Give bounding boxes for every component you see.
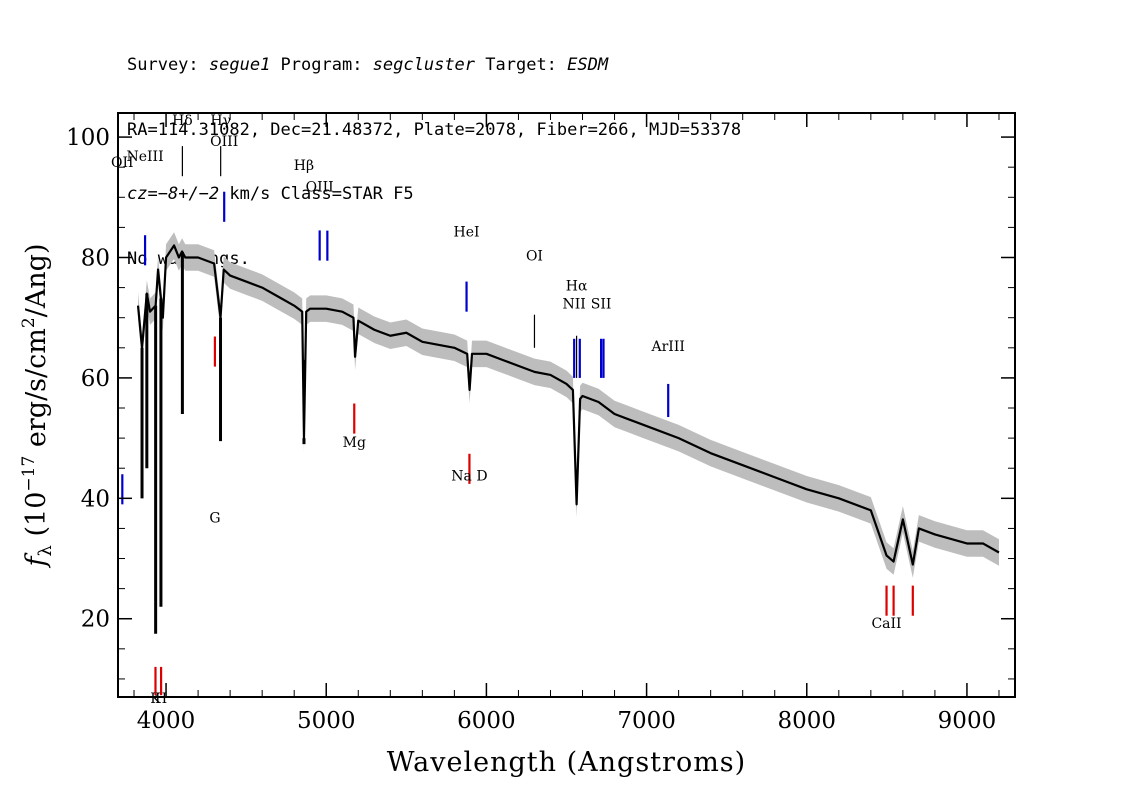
flux-layer — [136, 244, 1000, 634]
line-marker-label: K — [150, 691, 161, 707]
line-marker-label: H — [155, 691, 167, 707]
y-axis-label-sup: −17 — [19, 456, 39, 492]
line-marker-label: NII — [563, 297, 586, 313]
line-marker-label: NeIII — [126, 149, 163, 165]
y-axis-label: fλ (10−17 erg/s/cm2/Ang) — [19, 244, 56, 569]
cz-value: −8+/−2 — [157, 184, 220, 204]
target-label: Target: — [475, 55, 568, 75]
line-marker-label: Hβ — [294, 158, 314, 174]
y-tick-label: 80 — [81, 245, 110, 271]
x-axis-label: Wavelength (Angstroms) — [387, 747, 746, 778]
x-tick-label: 7000 — [617, 708, 676, 734]
survey-label: Survey: — [127, 55, 209, 75]
y-axis-label-sup2: 2 — [19, 317, 39, 328]
line-marker-label: OIII — [210, 134, 238, 150]
y-axis-label-b: erg/s/cm — [21, 328, 52, 456]
y-axis-label-c: /Ang) — [21, 244, 52, 318]
line-marker-label: OI — [526, 249, 543, 265]
line-marker-label: G — [209, 510, 220, 526]
line-marker-label: Hα — [566, 279, 588, 295]
y-tick-label: 20 — [81, 607, 110, 633]
line-marker-label: Mg — [343, 435, 366, 451]
cz-label: cz — [127, 184, 148, 204]
plot-frame — [117, 112, 1016, 698]
x-tick-label: 8000 — [777, 708, 836, 734]
y-axis-label-sub: λ — [35, 545, 56, 556]
line-marker-label: Hγ — [210, 113, 231, 129]
line-marker-label: CaII — [871, 616, 901, 632]
survey-value: segue1 — [208, 55, 271, 75]
target-value: ESDM — [567, 55, 609, 75]
cz-equals: = — [147, 184, 158, 204]
ticks-layer: 4000 5000 6000 7000 8000 9000 20 40 60 80 100 — [66, 113, 1015, 734]
class-text: km/s Class=STAR F5 — [219, 184, 414, 204]
program-label: Program: — [270, 55, 373, 75]
line-marker-label: Na D — [451, 468, 487, 484]
spectrum-header: Survey: segue1 Program: segcluster Targe… — [127, 12, 741, 292]
y-tick-label: 100 — [66, 125, 110, 151]
line-marker-label: OIII — [306, 179, 334, 195]
header-coords-line: RA=114.31082, Dec=21.48372, Plate=2078, … — [127, 119, 742, 140]
x-tick-label: 4000 — [137, 708, 196, 734]
x-tick-label: 5000 — [297, 708, 356, 734]
line-marker-label: ArIII — [651, 339, 685, 355]
header-survey-line: Survey: segue1 Program: segcluster Targe… — [127, 55, 741, 77]
program-value: segcluster — [372, 55, 476, 75]
line-marker-label: OII — [111, 155, 134, 171]
x-tick-label: 9000 — [938, 708, 997, 734]
y-tick-label: 60 — [81, 366, 110, 392]
line-marker-label: Hδ — [172, 113, 193, 129]
y-tick-label: 40 — [81, 486, 110, 512]
header-redshift-line: cz=−8+/−2 km/s Class=STAR F5 — [127, 184, 741, 206]
x-tick-label: 6000 — [457, 708, 516, 734]
line-marker-label: HeI — [454, 224, 480, 240]
line-marker-label: SII — [591, 297, 612, 313]
y-axis-label-a: (10 — [21, 492, 52, 545]
